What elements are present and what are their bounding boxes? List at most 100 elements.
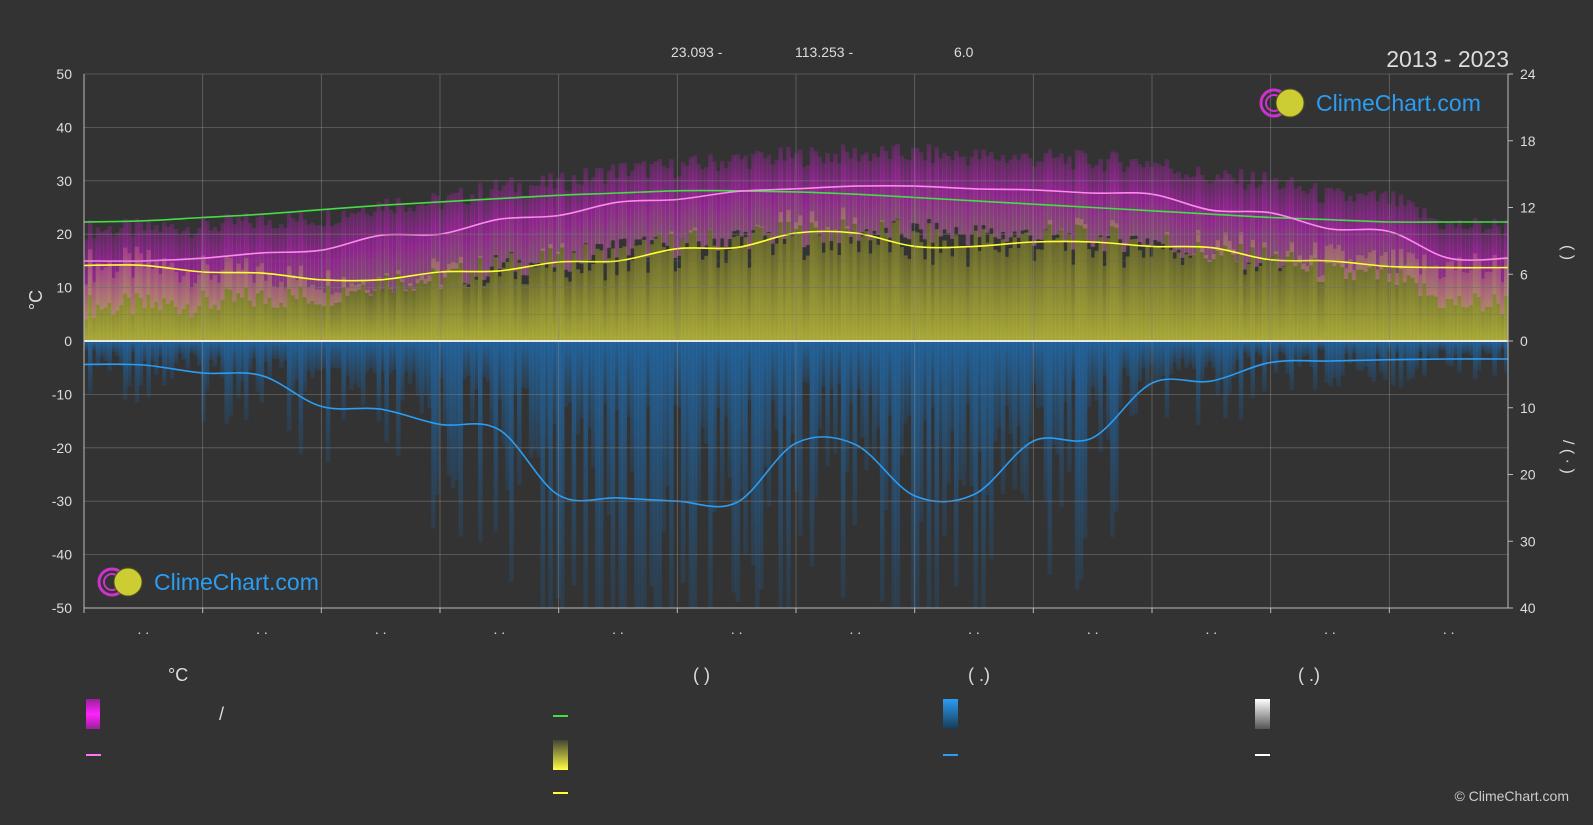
sunshine-bar	[1012, 237, 1017, 341]
sunshine-bar	[1406, 252, 1412, 341]
precip-bar	[150, 341, 155, 362]
temp-range-bar	[1258, 184, 1263, 264]
sunshine-bar	[1371, 250, 1376, 341]
sunshine-bar	[1121, 267, 1127, 341]
sunshine-bar	[251, 282, 257, 341]
sunshine-bar	[1492, 254, 1497, 341]
temp-range-bar	[544, 186, 549, 265]
sunshine-bar	[567, 281, 573, 341]
precip-bar	[1398, 341, 1404, 388]
precip-bar	[341, 341, 346, 420]
precip-bar	[1133, 341, 1138, 415]
precip-bar	[1344, 341, 1349, 355]
precip-bar	[1156, 341, 1162, 381]
temp-range-bar	[1203, 180, 1209, 259]
temp-range-bar	[973, 149, 978, 226]
precip-bar	[1012, 341, 1017, 490]
left-tick-label: -40	[52, 547, 72, 563]
precip-bar	[1016, 341, 1021, 427]
temp-range-bar	[1375, 201, 1380, 280]
climechart-logo-bottom[interactable]: ClimeChart.com	[96, 566, 319, 598]
sunshine-bar	[719, 247, 725, 341]
sunshine-bar	[1051, 239, 1056, 341]
sunshine-bar	[337, 292, 343, 341]
sunshine-bar	[837, 255, 842, 341]
temp-range-bar	[985, 155, 990, 233]
temp-range-bar	[1351, 201, 1357, 281]
temp-range-bar	[938, 158, 943, 237]
sunshine-bar	[747, 267, 752, 341]
temp-range-bar	[774, 160, 779, 238]
temp-range-bar	[630, 170, 635, 249]
temp-range-bar	[1273, 177, 1279, 255]
sunshine-bar	[446, 263, 452, 341]
sunshine-bar	[1324, 245, 1330, 341]
precip-bar	[103, 341, 108, 362]
sunshine-bar	[1176, 252, 1181, 341]
precip-bar	[946, 341, 951, 484]
precip-bar	[528, 341, 534, 458]
temp-range-bar	[1082, 152, 1088, 229]
sunshine-bar	[341, 276, 346, 341]
sunshine-bar	[638, 245, 643, 341]
sunshine-bar	[657, 233, 662, 341]
precip-bar	[376, 341, 382, 422]
period-label: 2013 - 2023	[1386, 46, 1509, 72]
temp-range-bar	[1496, 226, 1501, 304]
sunshine-bar	[735, 235, 740, 341]
temp-range-bar	[848, 158, 854, 237]
sunshine-bar	[727, 249, 733, 341]
temp-range-bar	[353, 213, 358, 292]
sunshine-bar	[1207, 259, 1213, 341]
temp-range-bar	[87, 219, 93, 296]
sunshine-bar	[134, 246, 140, 341]
precip-bar	[493, 341, 499, 532]
precip-bar	[661, 341, 666, 532]
precip-bar	[1320, 341, 1326, 350]
temp-range-bar	[696, 164, 701, 242]
temp-range-bar	[1324, 187, 1330, 264]
right-bottom-tick-label: 10	[1520, 400, 1536, 416]
precip-bar	[259, 341, 265, 404]
temp-range-bar	[91, 238, 97, 319]
sunshine-bar	[450, 262, 456, 341]
temp-range-bar	[1297, 185, 1302, 263]
precip-bar	[189, 341, 194, 354]
precip-bar	[825, 341, 830, 467]
sunshine-bar	[1141, 257, 1146, 341]
precip-bar	[996, 341, 1002, 428]
sunshine-bar	[813, 221, 819, 341]
sunshine-bar	[1258, 265, 1263, 341]
temp-range-bar	[1168, 168, 1174, 247]
precip-bar	[407, 341, 413, 384]
sunshine-bar	[1024, 232, 1029, 341]
precip-bar	[739, 341, 744, 492]
precip-bar	[548, 341, 553, 608]
precip-bar	[279, 341, 284, 368]
precip-bar	[926, 341, 932, 608]
precip-bar	[903, 341, 908, 424]
legend-swatches	[86, 699, 1270, 794]
temp-range-bar	[197, 228, 202, 306]
temp-range-bar	[626, 176, 631, 256]
precip-bar	[618, 341, 623, 608]
temp-range-bar	[1433, 219, 1439, 297]
temp-range-bar	[579, 184, 584, 264]
precip-bar	[165, 341, 171, 371]
precip-bar	[677, 341, 682, 408]
temp-range-bar	[669, 159, 674, 235]
climechart-logo-top[interactable]: ClimeChart.com	[1258, 87, 1481, 119]
precip-bar	[294, 341, 300, 381]
sunshine-bar	[961, 246, 967, 341]
x-tick-label: . .	[731, 621, 743, 637]
precip-bar	[595, 341, 600, 608]
temp-range-bar	[1133, 159, 1138, 236]
sunshine-bar	[1160, 249, 1166, 341]
temp-range-bar	[809, 147, 815, 223]
precip-bar	[1207, 341, 1213, 362]
precip-bar	[856, 341, 861, 390]
precip-bar	[1258, 341, 1263, 356]
precip-bar	[1437, 341, 1443, 350]
sunshine-bar	[1441, 277, 1447, 341]
temp-range-bar	[552, 188, 557, 268]
